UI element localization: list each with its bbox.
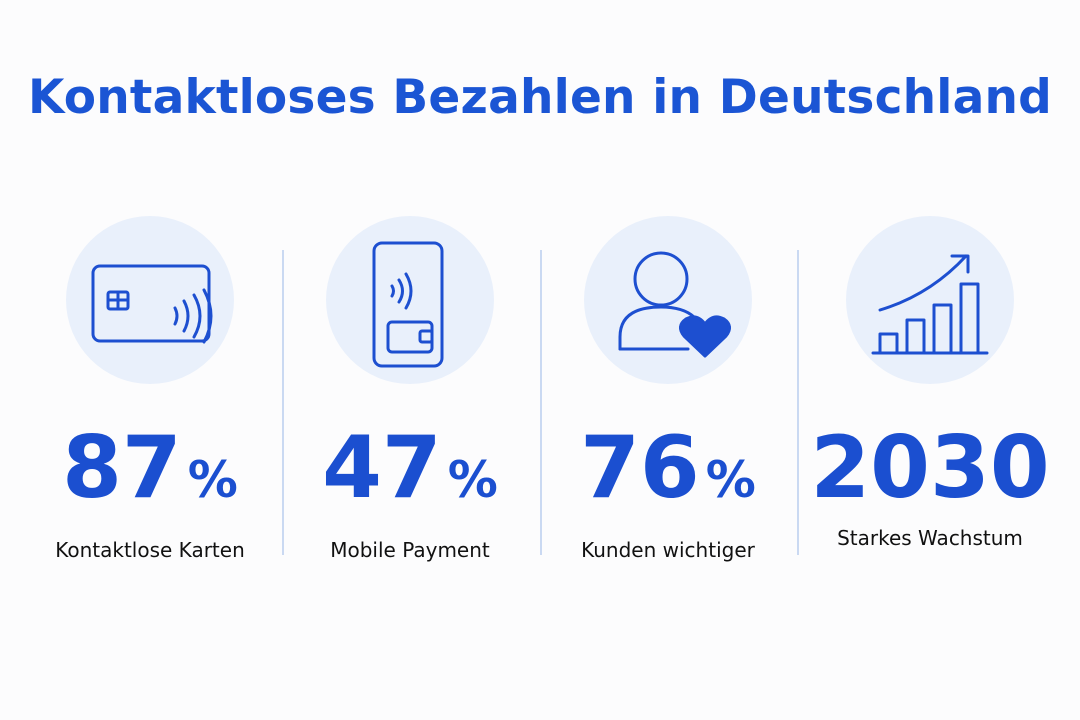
stat-value: 2030 [810,418,1050,518]
title: Kontaktloses Bezahlen in Deutschland [27,70,1053,125]
stat-number: 87% [21,420,279,528]
stat-number: 76% [539,420,797,528]
stat-number: 47% [281,420,539,528]
stat: 76% Kunden wichtiger [539,420,797,562]
stat-unit: % [187,451,238,509]
stat: 87% Kontaktlose Karten [21,420,279,562]
dividers [282,250,799,555]
stat-value: 47 [322,418,442,518]
stat-number: 2030 [801,420,1059,516]
stat: 47% Mobile Payment [281,420,539,562]
customer-icon [618,251,731,358]
stat-label: Kontaktlose Karten [55,538,245,562]
growth-icon [871,254,989,355]
stat-label: Starkes Wachstum [837,526,1023,550]
stat-label: Mobile Payment [330,538,490,562]
card-icon [91,264,213,344]
stat-value: 76 [580,418,700,518]
phone-icon [372,241,444,368]
stat-value: 87 [62,418,182,518]
stat-label: Kunden wichtiger [581,538,755,562]
stat: 2030 Starkes Wachstum [801,420,1059,550]
stat-unit: % [705,451,756,509]
stat-unit: % [447,451,498,509]
